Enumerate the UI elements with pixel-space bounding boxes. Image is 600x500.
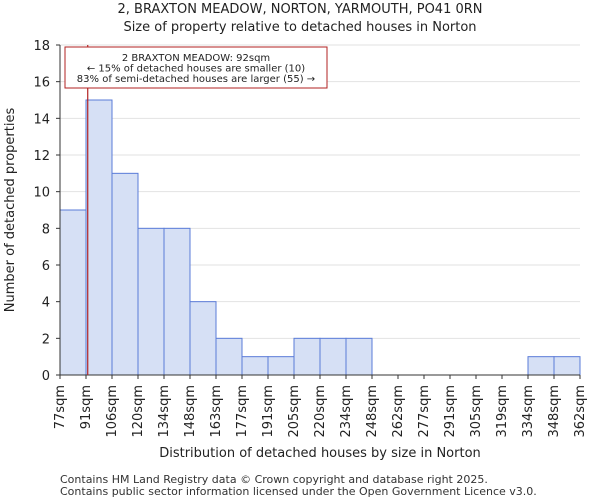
histogram-bar (111, 172, 139, 376)
x-tick-label: 277sqm (417, 385, 432, 438)
y-tick-label: 16 (33, 76, 50, 91)
x-tick-label: 205sqm (287, 385, 302, 438)
annotation-line: 2 BRAXTON MEADOW: 92sqm (122, 53, 270, 64)
y-tick-label: 6 (42, 259, 50, 274)
x-axis-label: Distribution of detached houses by size … (159, 446, 481, 461)
x-tick-label: 220sqm (313, 385, 328, 438)
annotation-box (64, 46, 328, 89)
histogram-bar (293, 337, 321, 376)
histogram-bar (267, 356, 295, 376)
x-tick-label: 91sqm (79, 385, 94, 429)
histogram-bar (553, 356, 581, 376)
x-tick-label: 262sqm (391, 385, 406, 438)
x-tick-label: 106sqm (105, 385, 120, 438)
footer-line-1: Contains HM Land Registry data © Crown c… (60, 473, 488, 486)
x-tick-label: 234sqm (339, 385, 354, 438)
x-tick-label: 291sqm (443, 385, 458, 438)
x-tick-label: 305sqm (469, 385, 484, 438)
x-tick-label: 120sqm (131, 385, 146, 438)
chart-title: 2, BRAXTON MEADOW, NORTON, YARMOUTH, PO4… (117, 2, 483, 17)
footer-line-2: Contains public sector information licen… (60, 485, 537, 498)
histogram-bar (137, 227, 165, 376)
histogram-bar (345, 337, 373, 376)
x-tick-label: 163sqm (209, 385, 224, 438)
y-tick-label: 18 (33, 39, 50, 54)
x-tick-label: 148sqm (183, 385, 198, 438)
x-tick-label: 77sqm (53, 385, 68, 429)
y-tick-label: 8 (42, 222, 50, 237)
histogram-bar (189, 301, 217, 376)
x-tick-label: 348sqm (547, 385, 562, 438)
y-tick-label: 14 (33, 112, 50, 127)
histogram-bar (241, 356, 269, 376)
x-tick-label: 334sqm (521, 385, 536, 438)
y-tick-label: 2 (42, 332, 50, 347)
x-tick-label: 319sqm (495, 385, 510, 438)
y-tick-label: 10 (33, 186, 50, 201)
histogram-chart: 0 2 4 6 8 10 12 14 16 18 77sqm 91sqm 106sqm 120sqm 134… (3, 39, 588, 461)
histogram-bar (163, 227, 191, 376)
x-tick-label: 191sqm (261, 385, 276, 438)
annotation-line: 83% of semi-detached houses are larger (… (77, 74, 315, 85)
y-tick-label: 4 (42, 296, 50, 311)
y-tick-label: 0 (42, 369, 50, 384)
histogram-bar (319, 337, 347, 376)
x-tick-label: 134sqm (157, 385, 172, 438)
y-axis-label: Number of detached properties (3, 108, 18, 313)
histogram-bar (85, 99, 113, 376)
x-tick-label: 177sqm (235, 385, 250, 438)
histogram-bar (215, 337, 243, 376)
x-tick-label: 248sqm (365, 385, 380, 438)
x-tick-label: 362sqm (573, 385, 588, 438)
histogram-bar (527, 356, 555, 376)
chart-subtitle: Size of property relative to detached ho… (123, 20, 477, 35)
y-tick-label: 12 (33, 149, 50, 164)
annotation-line: ← 15% of detached houses are smaller (10… (87, 64, 305, 75)
histogram-bar (59, 209, 87, 376)
